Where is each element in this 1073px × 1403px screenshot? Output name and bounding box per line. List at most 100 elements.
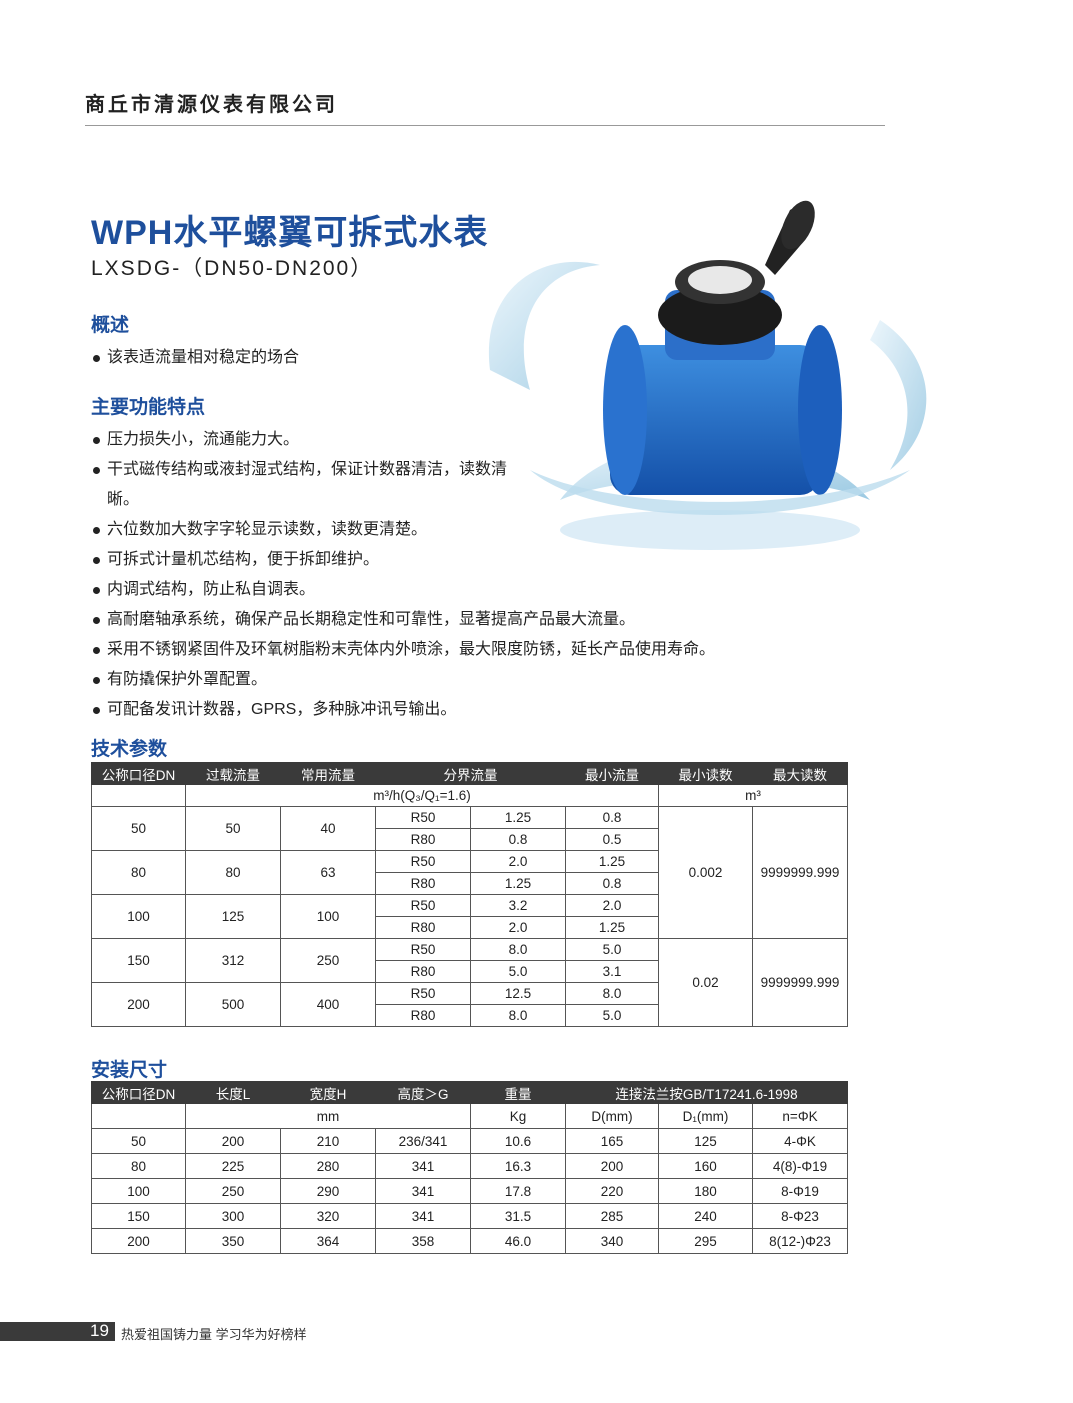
overview-section: 概述 该表适流量相对稳定的场合 — [91, 310, 299, 373]
data-row: 150 300 320 341 31.5 285 240 8-Φ23 — [91, 1203, 849, 1229]
cell: 0.002 — [658, 806, 753, 939]
header-cell: 最小流量 — [565, 762, 659, 785]
header-row: 公称口径DN 长度L 宽度H 高度＞G 重量 连接法兰按GB/T17241.6-1998 — [91, 1081, 849, 1104]
cell: 290 — [280, 1178, 376, 1204]
empty-cell — [91, 784, 186, 807]
cell: 285 — [565, 1203, 659, 1229]
cell: 400 — [280, 982, 376, 1027]
cell: 341 — [375, 1178, 471, 1204]
cell: 200 — [91, 1228, 186, 1254]
cell: R50 — [375, 806, 471, 829]
cell: R50 — [375, 894, 471, 917]
cell: R50 — [375, 938, 471, 961]
cell: 295 — [658, 1228, 753, 1254]
data-row: 150 312 250 R50 8.0 5.0 0.02 9999999.999 — [91, 938, 848, 1027]
unit-cell: mm — [185, 1103, 471, 1129]
cell: 50 — [91, 806, 186, 851]
cell: 3.2 — [470, 894, 566, 917]
cell: 364 — [280, 1228, 376, 1254]
cell: 9999999.999 — [752, 806, 848, 939]
features-list: 压力损失小，流通能力大。 干式磁传结构或液封湿式结构，保证计数器清洁，读数清晰。六… — [91, 425, 715, 725]
cell: 210 — [280, 1128, 376, 1154]
cell: 50 — [91, 1128, 186, 1154]
cell: R80 — [375, 960, 471, 983]
page-number: 19 — [90, 1321, 109, 1340]
cell: R50 — [375, 982, 471, 1005]
cell: 250 — [185, 1178, 281, 1204]
cell: 40 — [280, 806, 376, 851]
cell: 8-Φ23 — [751, 1203, 849, 1229]
cell: 1.25 — [470, 872, 566, 895]
cell: 125 — [185, 894, 281, 939]
cell: 31.5 — [470, 1203, 566, 1229]
cell: 200 — [565, 1153, 659, 1179]
data-row: 100 125 100 R50 3.2 2.0 — [91, 894, 848, 939]
unit-cell: m³ — [658, 784, 848, 807]
cell: 3.1 — [565, 960, 659, 983]
data-row: R80 5.0 3.1 — [92, 960, 848, 983]
cell: R80 — [375, 916, 471, 939]
header-cell: 分界流量 — [375, 762, 566, 785]
header-cell: 最小读数 — [658, 762, 753, 785]
cell: 200 — [185, 1128, 281, 1154]
cell: 341 — [375, 1153, 471, 1179]
section-heading: 技术参数 — [91, 739, 168, 760]
cell: 2.0 — [470, 850, 566, 873]
header-cell: 宽度H — [280, 1081, 376, 1104]
features-section: 主要功能特点 压力损失小，流通能力大。 干式磁传结构或液封湿式结构，保证计数器清洁… — [91, 392, 715, 725]
footer-slogan: 热爱祖国铸力量 学习华为好榜样 — [121, 1327, 307, 1342]
cell: 8-Φ19 — [751, 1178, 849, 1204]
cell: 9999999.999 — [752, 938, 848, 1027]
data-row: 200 350 364 358 46.0 340 295 8(12-)Φ23 — [91, 1228, 849, 1254]
cell: 80 — [91, 1153, 186, 1179]
cell: 8.0 — [565, 982, 659, 1005]
cell: 312 — [185, 938, 281, 983]
cell: 150 — [91, 1203, 186, 1229]
data-row: 80 80 63 R50 2.0 1.25 — [91, 850, 848, 895]
cell: 180 — [658, 1178, 753, 1204]
cell: R80 — [375, 872, 471, 895]
cell: 0.02 — [658, 938, 753, 1027]
cell: 100 — [280, 894, 376, 939]
cell: 240 — [658, 1203, 753, 1229]
cell: R50 — [375, 850, 471, 873]
header-cell: 常用流量 — [280, 762, 376, 785]
cell: 16.3 — [470, 1153, 566, 1179]
list-item: 有防撬保护外罩配置。 — [91, 665, 715, 695]
cell: 358 — [375, 1228, 471, 1254]
header-cell: 公称口径DN — [91, 1081, 186, 1104]
product-image — [488, 200, 927, 550]
cell: 8.0 — [470, 1004, 566, 1027]
header-cell: 长度L — [185, 1081, 281, 1104]
list-item: 内调式结构，防止私自调表。 — [91, 575, 715, 605]
data-row: R80 1.25 0.8 — [92, 872, 848, 895]
cell: 1.25 — [565, 916, 659, 939]
cell: 5.0 — [470, 960, 566, 983]
cell: 12.5 — [470, 982, 566, 1005]
cell: 125 — [658, 1128, 753, 1154]
header-cell: 高度＞G — [375, 1081, 471, 1104]
product-model: LXSDG-（DN50-DN200） — [91, 257, 374, 280]
unit-cell: n=ΦK — [751, 1103, 849, 1129]
cell: 341 — [375, 1203, 471, 1229]
list-item: 干式磁传结构或液封湿式结构，保证计数器清洁，读数清晰。 — [91, 455, 507, 515]
cell: 2.0 — [470, 916, 566, 939]
cell: 10.6 — [470, 1128, 566, 1154]
unit-cell: Kg — [470, 1103, 566, 1129]
cell: 50 — [185, 806, 281, 851]
cell: 100 — [91, 1178, 186, 1204]
cell: 200 — [91, 982, 186, 1027]
list-item: 压力损失小，流通能力大。 — [91, 425, 715, 455]
tech-params-table: 公称口径DN 过载流量 常用流量 分界流量 最小流量 最小读数 最大读数 m³/h(Q₃/Q₁… — [91, 762, 848, 1027]
list-item: 六位数加大数字字轮显示读数，读数更清楚。 — [91, 515, 715, 545]
header-cell: 最大读数 — [752, 762, 848, 785]
cell: 2.0 — [565, 894, 659, 917]
cell: 8(12-)Φ23 — [751, 1228, 849, 1254]
cell: 1.25 — [470, 806, 566, 829]
cell: 46.0 — [470, 1228, 566, 1254]
cell: 300 — [185, 1203, 281, 1229]
list-item: 可配备发讯计数器，GPRS，多种脉冲讯号输出。 — [91, 695, 715, 725]
header-cell: 连接法兰按GB/T17241.6-1998 — [564, 1081, 849, 1104]
cell: 0.8 — [565, 872, 659, 895]
